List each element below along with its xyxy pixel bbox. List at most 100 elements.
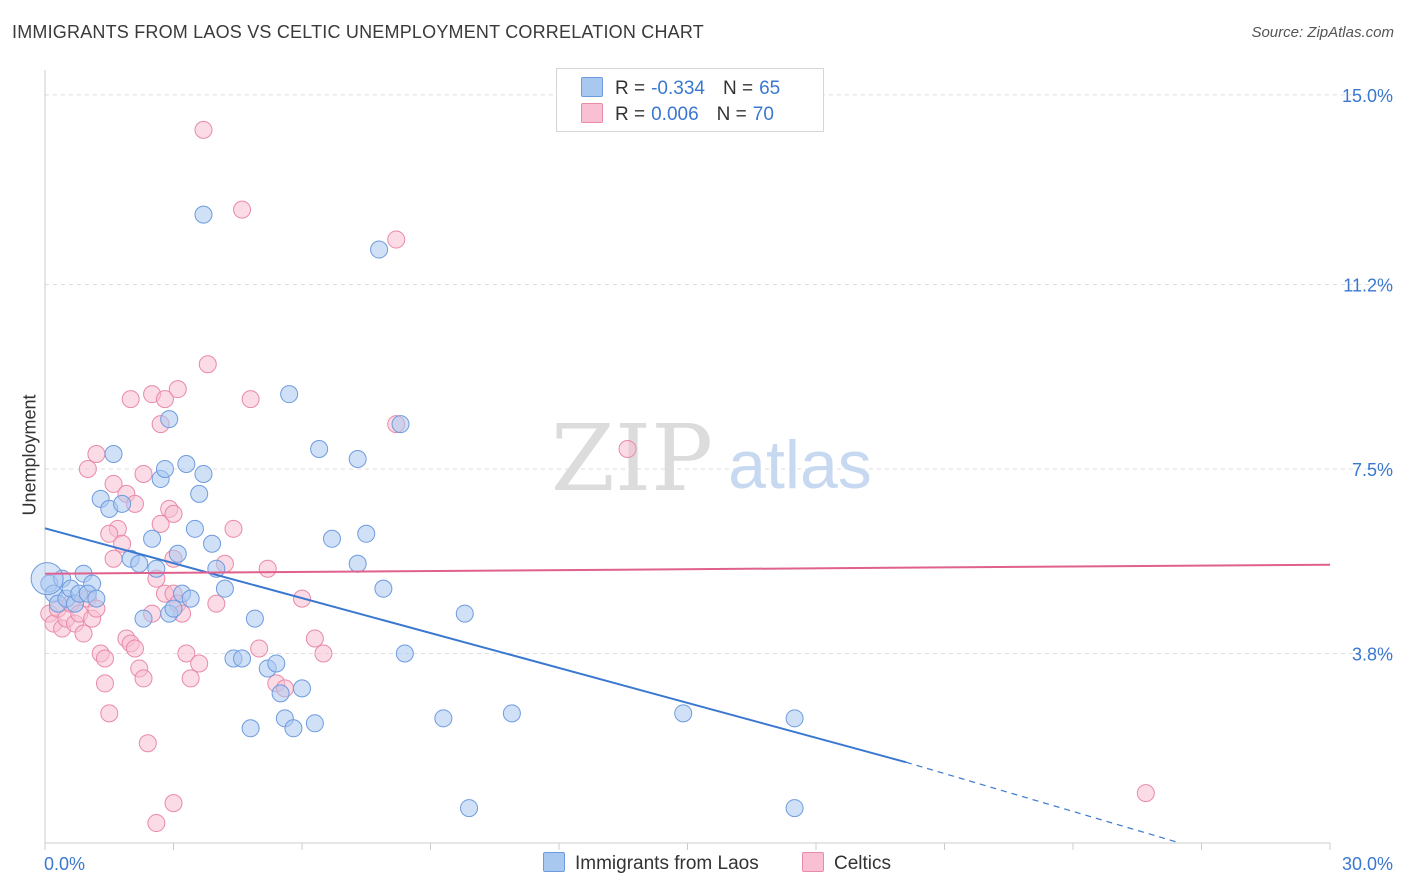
celtics-point xyxy=(164,504,183,523)
laos-point xyxy=(190,484,209,503)
celtics-point xyxy=(147,814,166,833)
celtics-point xyxy=(198,355,217,374)
laos-point xyxy=(233,649,252,668)
y-tick-label: 15.0% xyxy=(1342,86,1393,106)
laos-point xyxy=(168,544,187,563)
legend-label-laos: Immigrants from Laos xyxy=(575,853,759,874)
legend-item-laos[interactable]: Immigrants from Laos xyxy=(543,852,759,875)
laos-point xyxy=(460,799,479,818)
laos-point xyxy=(203,534,222,553)
celtics-point xyxy=(87,445,106,464)
laos-point xyxy=(215,579,234,598)
x-tick-label: 30.0% xyxy=(1342,854,1393,874)
laos-point xyxy=(164,599,183,618)
celtics-point xyxy=(134,464,153,483)
celtics-point xyxy=(258,559,277,578)
legend-row-celtics: R = 0.006 N = 70 xyxy=(581,103,774,126)
laos-points xyxy=(30,205,804,818)
celtics-point xyxy=(618,440,637,459)
laos-point xyxy=(395,644,414,663)
celtics-points xyxy=(40,120,1155,833)
laos-point xyxy=(181,589,200,608)
tick-labels: 3.8% 7.5% 11.2% 15.0% 0.0% 30.0% xyxy=(44,86,1393,874)
laos-point xyxy=(374,579,393,598)
celtics-point xyxy=(74,624,93,643)
celtics-point xyxy=(125,639,144,658)
laos-point xyxy=(147,559,166,578)
laos-point xyxy=(348,449,367,468)
celtics-point xyxy=(1136,784,1155,803)
laos-point xyxy=(155,459,174,478)
legend-swatch-pink xyxy=(581,103,603,123)
laos-point xyxy=(194,464,213,483)
laos-point xyxy=(370,240,389,259)
legend-r-label: R = xyxy=(615,78,646,99)
laos-point xyxy=(310,440,329,459)
laos-point xyxy=(241,719,260,738)
laos-point xyxy=(280,385,299,404)
legend-swatch-blue xyxy=(543,852,565,872)
celtics-point xyxy=(134,669,153,688)
laos-point xyxy=(293,679,311,698)
laos-point xyxy=(348,554,367,573)
watermark-atlas: atlas xyxy=(728,427,872,503)
legend-r-value: -0.334 xyxy=(651,78,705,99)
laos-point xyxy=(785,799,804,818)
legend-item-celtics[interactable]: Celtics xyxy=(802,852,891,875)
celtics-point xyxy=(155,390,174,409)
laos-point xyxy=(160,410,179,429)
watermark-zip: ZIP xyxy=(551,405,713,512)
legend-n-value: 70 xyxy=(752,104,774,125)
source-label: Source: ZipAtlas.com xyxy=(1251,24,1394,41)
y-axis-label: Unemployment xyxy=(19,394,40,516)
laos-trend-extension xyxy=(905,761,1181,844)
celtics-point xyxy=(194,120,213,139)
celtics-point xyxy=(190,654,209,673)
celtics-point xyxy=(224,519,243,538)
laos-point xyxy=(284,719,303,738)
celtics-point xyxy=(121,390,140,409)
legend-n-label: N = xyxy=(716,104,747,125)
laos-point xyxy=(87,589,106,608)
correlation-legend: R = -0.334 N = 65 R = 0.006 N = 70 xyxy=(556,68,824,132)
legend-row-laos: R = -0.334 N = 65 xyxy=(581,77,780,100)
celtics-point xyxy=(95,674,114,693)
watermark: ZIP atlas xyxy=(551,405,872,512)
laos-point xyxy=(130,554,149,573)
laos-point xyxy=(785,709,804,728)
trend-lines xyxy=(44,527,1331,844)
laos-point xyxy=(434,709,453,728)
laos-point xyxy=(267,654,286,673)
celtics-point xyxy=(78,459,97,478)
y-tick-label: 11.2% xyxy=(1343,275,1393,295)
legend-n-label: N = xyxy=(722,78,754,99)
legend-r-value: 0.006 xyxy=(651,104,699,125)
celtics-point xyxy=(241,390,260,409)
laos-point xyxy=(177,454,196,473)
legend-swatch-blue xyxy=(581,77,603,97)
celtics-point xyxy=(100,524,119,543)
celtics-point xyxy=(104,474,123,493)
laos-point xyxy=(143,529,162,548)
celtics-point xyxy=(207,594,226,613)
legend-n-value: 65 xyxy=(759,78,781,99)
laos-cluster-point xyxy=(30,562,64,596)
celtics-point xyxy=(104,549,123,568)
laos-point xyxy=(391,415,410,434)
celtics-point xyxy=(138,734,157,753)
laos-point xyxy=(113,494,132,513)
laos-point xyxy=(194,205,213,224)
laos-trend-line xyxy=(44,527,907,764)
celtics-point xyxy=(168,380,187,399)
celtics-point xyxy=(177,644,196,663)
y-tick-label: 3.8% xyxy=(1352,644,1393,664)
celtics-point xyxy=(250,639,269,658)
laos-point xyxy=(185,519,204,538)
celtics-point xyxy=(233,200,252,219)
laos-point xyxy=(455,604,474,623)
laos-point xyxy=(357,524,376,543)
laos-point xyxy=(271,684,290,703)
laos-point xyxy=(322,529,341,548)
chart-title: IMMIGRANTS FROM LAOS VS CELTIC UNEMPLOYM… xyxy=(12,22,704,42)
